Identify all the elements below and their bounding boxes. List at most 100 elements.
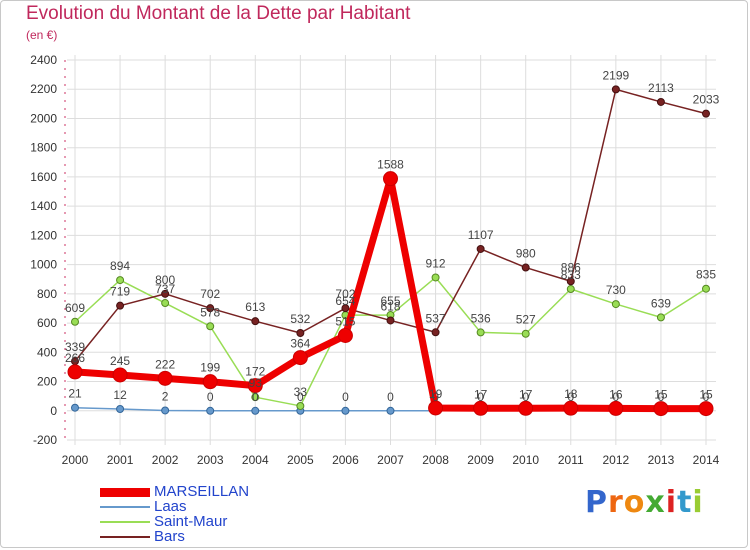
data-label-saint-maur: 609: [65, 301, 85, 315]
y-tick-label: 1400: [30, 199, 57, 213]
legend-swatch-marseillan: [100, 488, 150, 497]
data-label-marseillan: 16: [609, 387, 623, 401]
logo-text: Proxiti: [585, 485, 704, 520]
legend-label-laas: Laas: [154, 498, 187, 515]
point-bars: [251, 317, 260, 326]
point-saint-maur: [161, 299, 170, 308]
point-marseillan: [157, 370, 173, 386]
point-marseillan: [112, 367, 128, 383]
data-label-marseillan: 266: [65, 351, 85, 365]
data-label-laas: 0: [477, 390, 484, 404]
data-label-laas: 0: [387, 390, 394, 404]
data-label-saint-maur: 912: [426, 256, 446, 270]
data-label-marseillan: 199: [200, 361, 220, 375]
data-label-marseillan: 18: [564, 387, 578, 401]
point-saint-maur: [656, 313, 665, 322]
data-label-saint-maur: 730: [606, 283, 626, 297]
y-tick-label: 1800: [30, 141, 57, 155]
x-tick-label: 2013: [648, 453, 675, 467]
chart-title: Evolution du Montant de la Dette par Hab…: [26, 3, 411, 24]
x-tick-label: 2012: [603, 453, 630, 467]
data-label-laas: 0: [613, 390, 620, 404]
point-marseillan: [653, 401, 669, 417]
data-label-bars: 719: [110, 285, 130, 299]
x-tick-label: 2010: [512, 453, 539, 467]
point-laas: [251, 406, 260, 415]
x-tick-label: 2003: [197, 453, 224, 467]
data-label-marseillan: 17: [474, 387, 488, 401]
point-marseillan: [518, 400, 534, 416]
y-tick-label: 400: [37, 345, 57, 359]
y-tick-label: 2400: [30, 53, 57, 67]
point-bars: [656, 97, 665, 106]
point-saint-maur: [611, 300, 620, 309]
y-tick-label: 600: [37, 316, 57, 330]
point-bars: [386, 316, 395, 325]
point-marseillan: [383, 171, 398, 187]
x-tick-label: 2014: [693, 453, 720, 467]
point-bars: [341, 304, 350, 313]
data-label-saint-maur: 33: [294, 385, 308, 399]
point-saint-maur: [116, 276, 125, 285]
data-label-bars: 618: [380, 299, 400, 313]
point-marseillan: [247, 378, 263, 394]
data-label-marseillan: 172: [245, 365, 265, 379]
legend-swatch-laas: [100, 506, 150, 508]
point-marseillan: [608, 400, 624, 416]
point-bars: [206, 304, 215, 313]
point-saint-maur: [431, 273, 440, 282]
point-bars: [476, 244, 485, 253]
legend-swatch-bars: [100, 536, 150, 538]
data-label-saint-maur: 527: [516, 313, 536, 327]
data-label-bars: 2033: [693, 93, 720, 107]
y-tick-label: 1200: [30, 228, 57, 242]
legend-label-marseillan: MARSEILLAN: [154, 483, 250, 500]
point-laas: [116, 405, 125, 414]
data-label-saint-maur: 833: [561, 268, 581, 282]
point-bars: [431, 328, 440, 337]
data-label-bars: 800: [155, 273, 175, 287]
data-label-laas: 0: [567, 390, 574, 404]
point-laas: [161, 406, 170, 415]
point-bars: [161, 289, 170, 298]
data-label-laas: 21: [68, 387, 82, 401]
data-label-marseillan: 15: [654, 388, 668, 402]
point-bars: [296, 329, 305, 338]
data-label-marseillan: 245: [110, 354, 130, 368]
y-tick-label: -200: [33, 433, 57, 447]
data-label-marseillan: 1588: [377, 158, 404, 172]
x-tick-label: 2008: [422, 453, 449, 467]
point-laas: [386, 406, 395, 415]
point-saint-maur: [296, 401, 305, 410]
data-label-laas: 0: [207, 390, 214, 404]
data-label-bars: 339: [65, 340, 85, 354]
x-tick-label: 2011: [558, 453, 584, 467]
point-bars: [566, 277, 575, 286]
data-label-saint-maur: 835: [696, 268, 716, 282]
series: [67, 85, 714, 417]
point-marseillan: [202, 374, 218, 390]
data-label-marseillan: 364: [290, 337, 310, 351]
data-label-laas: 0: [658, 390, 665, 404]
x-tick-label: 2001: [107, 453, 134, 467]
point-laas: [341, 406, 350, 415]
point-saint-maur: [566, 285, 575, 294]
data-label-bars: 980: [516, 247, 536, 261]
data-label-marseillan: 19: [429, 387, 443, 401]
point-laas: [206, 406, 215, 415]
data-label-marseillan: 515: [335, 315, 355, 329]
data-label-saint-maur: 639: [651, 296, 671, 310]
data-label-marseillan: 17: [519, 387, 533, 401]
data-labels: 21 12 2 0 0 0 0 0 0 0 0 0 0 0 0 609 894 737 578 93 33 654 655 9…: [65, 68, 720, 403]
point-marseillan: [292, 350, 308, 366]
point-bars: [611, 85, 620, 94]
data-label-laas: 0: [297, 390, 304, 404]
y-tick-label: 1600: [30, 170, 57, 184]
data-label-bars: 537: [426, 311, 446, 325]
data-label-saint-maur: 654: [335, 294, 355, 308]
point-laas: [71, 403, 79, 412]
data-label-saint-maur: 894: [110, 259, 130, 273]
point-marseillan: [698, 401, 714, 417]
proxiti-logo: Proxiti: [585, 485, 704, 520]
data-label-laas: 0: [522, 390, 529, 404]
